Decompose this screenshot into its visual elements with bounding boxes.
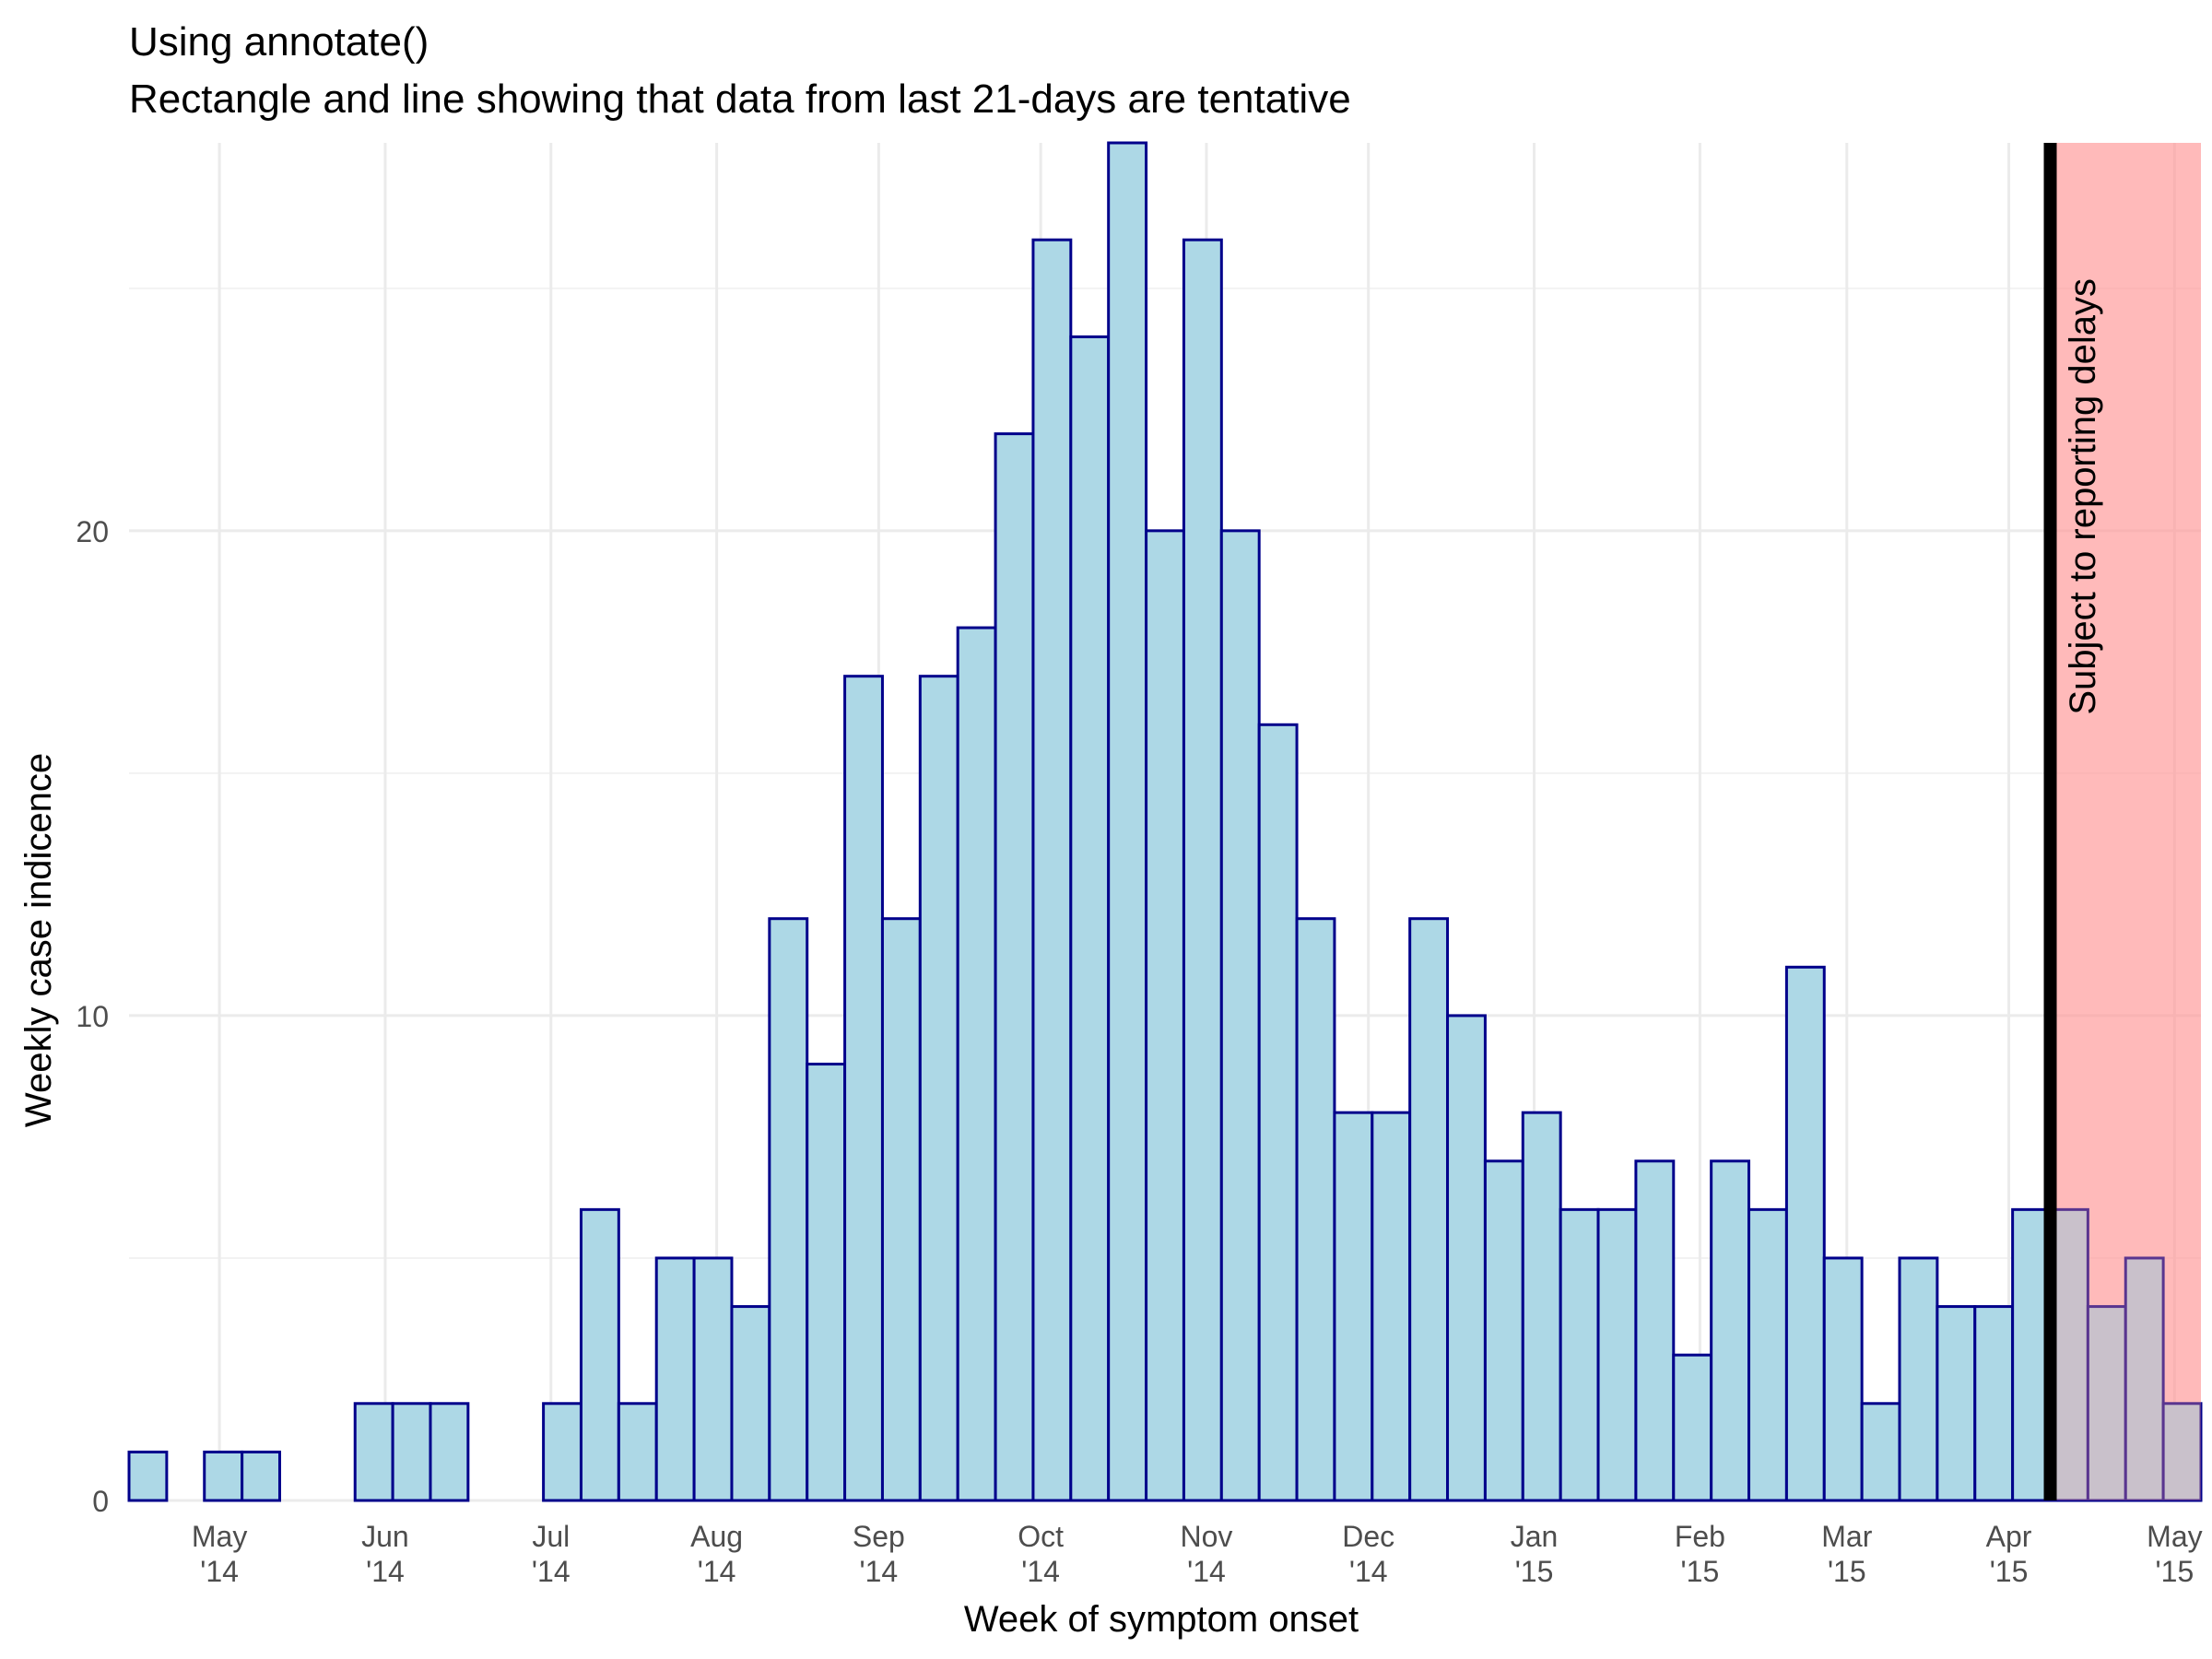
bar	[1483, 1159, 1524, 1502]
bar	[994, 432, 1035, 1502]
bar	[203, 1450, 244, 1502]
bar	[654, 1256, 696, 1502]
bar	[241, 1450, 281, 1502]
bar	[1596, 1207, 1638, 1502]
bar	[1107, 141, 1148, 1502]
x-axis-title: Week of symptom onset	[964, 1599, 1359, 1640]
x-tick-month: Sep	[853, 1520, 905, 1553]
bar	[542, 1402, 582, 1502]
x-tick-year: '14	[532, 1555, 571, 1588]
x-tick-month: Dec	[1342, 1520, 1394, 1553]
x-tick-month: Jun	[361, 1520, 409, 1553]
annotation-overlay	[2043, 143, 2201, 1500]
x-tick-year: '15	[1515, 1555, 1554, 1588]
x-tick-month: Apr	[1986, 1520, 2032, 1553]
x-tick-year: '15	[1681, 1555, 1720, 1588]
x-tick-month: Feb	[1675, 1520, 1725, 1553]
x-tick-year: '14	[860, 1555, 899, 1588]
x-tick-year: '14	[1187, 1555, 1226, 1588]
bar	[1295, 917, 1336, 1502]
bar	[2086, 1305, 2127, 1502]
bar	[2124, 1256, 2165, 1502]
bar	[1634, 1159, 1676, 1502]
bar	[918, 675, 959, 1502]
x-tick-year: '15	[2156, 1555, 2194, 1588]
bar	[1521, 1111, 1562, 1502]
chart-title: Using annotate()	[129, 19, 429, 65]
bar	[1031, 238, 1073, 1502]
bar	[843, 675, 884, 1502]
bar	[692, 1256, 734, 1502]
x-tick-month: May	[192, 1520, 247, 1553]
bar	[429, 1402, 470, 1502]
y-tick-label: 10	[76, 1000, 109, 1033]
x-tick-year: '14	[698, 1555, 736, 1588]
x-tick-month: Jan	[1511, 1520, 1559, 1553]
x-tick-month: Nov	[1181, 1520, 1233, 1553]
x-tick-year: '14	[366, 1555, 405, 1588]
bar	[1408, 917, 1450, 1502]
bar	[1371, 1111, 1412, 1502]
bar	[956, 626, 997, 1502]
bar	[1784, 965, 1826, 1502]
x-tick-month: Mar	[1821, 1520, 1872, 1553]
y-axis-title: Weekly case indicence	[18, 753, 59, 1127]
bar	[1710, 1159, 1751, 1502]
bar	[806, 1063, 847, 1502]
x-tick-year: '14	[1021, 1555, 1060, 1588]
x-tick-month: Oct	[1018, 1520, 1064, 1553]
y-tick-label: 0	[92, 1485, 109, 1518]
x-tick-month: May	[2147, 1520, 2202, 1553]
x-axis-ticks: May'14Jun'14Jul'14Aug'14Sep'14Oct'14Nov'…	[192, 1520, 2203, 1588]
bar	[391, 1402, 432, 1502]
bar	[1860, 1402, 1901, 1502]
x-tick-month: Jul	[532, 1520, 570, 1553]
bar	[1333, 1111, 1374, 1502]
bar	[1898, 1256, 1939, 1502]
x-tick-month: Aug	[690, 1520, 743, 1553]
bar	[768, 917, 809, 1502]
bar	[1446, 1014, 1487, 1502]
annotation-label: Subject to reporting delays	[2063, 278, 2103, 715]
chart-subtitle: Rectangle and line showing that data fro…	[129, 76, 1351, 122]
bar	[1747, 1207, 1788, 1502]
bar	[1182, 238, 1223, 1502]
bar	[127, 1450, 169, 1502]
x-tick-year: '15	[1828, 1555, 1866, 1588]
bar	[353, 1402, 394, 1502]
x-tick-year: '14	[200, 1555, 239, 1588]
bar	[1672, 1353, 1713, 1502]
bar	[1936, 1305, 1977, 1502]
bar	[1973, 1305, 2015, 1502]
bar	[617, 1402, 658, 1502]
bar	[880, 917, 922, 1502]
y-axis-ticks: 0 10 20	[76, 515, 109, 1518]
tentative-shade-overlay	[2050, 143, 2201, 1500]
y-tick-label: 20	[76, 515, 109, 548]
bars	[127, 141, 2203, 1502]
bar	[579, 1207, 620, 1502]
bar	[2161, 1402, 2203, 1502]
x-tick-year: '15	[1990, 1555, 2029, 1588]
x-tick-year: '14	[1349, 1555, 1388, 1588]
bar	[1822, 1256, 1864, 1502]
bar	[730, 1305, 771, 1502]
bar	[1069, 335, 1111, 1502]
bar	[1219, 529, 1261, 1502]
bar	[1145, 529, 1185, 1502]
bar	[1257, 723, 1299, 1502]
bar	[1559, 1207, 1600, 1502]
